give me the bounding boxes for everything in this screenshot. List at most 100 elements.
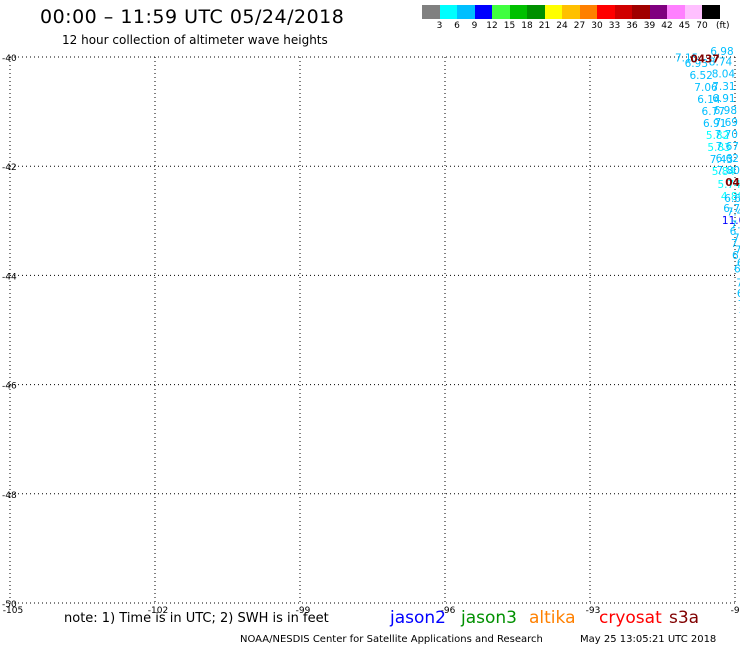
y-tick-label: -48 [2, 491, 17, 501]
data-point-label: 6.98 [714, 105, 737, 117]
data-point-label: 6.67 [724, 193, 740, 205]
data-point-label: 6.77 [702, 106, 725, 118]
scale-swatch [457, 5, 475, 19]
data-point-label: 7.06 [694, 82, 718, 94]
x-tick-label: -105 [3, 606, 23, 616]
footer-note: note: 1) Time is in UTC; 2) SWH is in fe… [64, 611, 329, 626]
x-tick-label: -96 [441, 606, 456, 616]
scale-swatch [684, 5, 702, 19]
data-point-label: 7.21 [739, 311, 740, 323]
data-point-label: 7.80 [717, 165, 740, 177]
scale-tick-label: 45 [678, 21, 691, 31]
scale-swatch [667, 5, 685, 19]
data-point-label: 6.85 [732, 250, 740, 262]
scale-tick-label: 9 [471, 21, 478, 31]
x-tick-label: -99 [296, 606, 311, 616]
scale-swatch [474, 5, 492, 19]
x-tick-label: -93 [586, 606, 601, 616]
data-point-label: 6.62 [716, 153, 739, 165]
data-point-label: 7.67 [716, 141, 739, 153]
scale-tick-label: 70 [696, 21, 708, 31]
data-point-label: 7.15 [675, 52, 698, 64]
scale-swatch [422, 5, 440, 19]
data-point-label: 7.43 [710, 154, 733, 166]
data-point-label: 5.82 [706, 130, 729, 142]
scale-tick-label: 12 [486, 21, 498, 31]
data-point-label: 4.89 [721, 191, 740, 203]
scale-swatch [632, 5, 650, 19]
data-point-label: 7.08 [733, 233, 740, 245]
data-point-label: 6.77 [723, 203, 740, 215]
data-point-label: 7.47 [731, 219, 740, 231]
y-tick-label: -40 [2, 54, 17, 64]
y-tick-label: -42 [2, 163, 17, 173]
scale-swatch [509, 5, 527, 19]
data-point-label: 5.83 [707, 142, 730, 154]
x-tick-label: -102 [148, 606, 168, 616]
data-point-label: 6.91 [703, 118, 726, 130]
data-point-label: 6.52 [689, 70, 712, 82]
scale-tick-label: 30 [591, 21, 603, 31]
data-point-label: 5.74 [718, 179, 740, 191]
data-point-label: 6.51 [734, 264, 740, 276]
scale-tick-label: 42 [661, 21, 673, 31]
data-point-label: 7.06 [735, 245, 740, 257]
chart-title: 00:00 – 11:59 UTC 05/24/2018 [40, 6, 345, 28]
data-point-label: 6.37 [737, 258, 740, 270]
legend-item-altika: altika [529, 608, 576, 628]
scale-swatch [492, 5, 510, 19]
scale-tick-label: 3 [436, 21, 443, 31]
legend-item-s3a: s3a [669, 608, 700, 628]
scale-tick-label: 33 [608, 21, 621, 31]
scale-swatch [527, 5, 545, 19]
chart-subtitle: 12 hour collection of altimeter wave hei… [62, 33, 328, 47]
scale-swatch [562, 5, 580, 19]
color-scale-unit: (ft) [716, 21, 730, 31]
legend-item-cryosat: cryosat [599, 608, 662, 628]
y-tick-label: -44 [2, 272, 17, 282]
data-point-label: 7.38 [738, 299, 740, 311]
data-point-label: 6.98 [710, 46, 733, 58]
y-tick-label: -46 [2, 382, 17, 392]
data-point-label: 6.61 [737, 288, 740, 300]
legend-item-jason3: jason3 [461, 608, 517, 628]
scale-swatch [702, 5, 720, 19]
data-point-label: 8.04 [712, 69, 736, 81]
credit-timestamp: May 25 13:05:21 UTC 2018 [580, 634, 717, 645]
data-point-label: 7.46 [727, 206, 740, 218]
data-point-label: 7.69 [715, 117, 738, 129]
scale-swatch [614, 5, 632, 19]
data-point-label: 6.93 [685, 58, 708, 70]
scale-tick-label: 36 [626, 21, 638, 31]
data-point-label: 6.91 [712, 93, 735, 105]
credit-agency: NOAA/NESDIS Center for Satellite Applica… [240, 634, 543, 645]
scale-tick-label: 6 [454, 21, 460, 31]
data-point-label: 6.14 [697, 94, 721, 106]
data-point-label: 11.07 [722, 215, 740, 227]
scale-tick-label: 21 [538, 21, 551, 31]
scale-tick-label: 18 [521, 21, 533, 31]
scale-tick-label: 15 [503, 21, 516, 31]
scale-swatch [597, 5, 615, 19]
scale-tick-label: 24 [556, 21, 568, 31]
y-tick-label: -50 [2, 600, 17, 610]
scale-tick-label: 39 [643, 21, 656, 31]
data-point-label: 7.50 [731, 238, 740, 250]
legend-item-jason2: jason2 [390, 608, 446, 628]
scale-tick-label: 27 [573, 21, 586, 31]
scale-swatch [439, 5, 457, 19]
color-scale-bar [422, 5, 720, 19]
scale-swatch [649, 5, 667, 19]
scale-swatch [544, 5, 562, 19]
scale-swatch [579, 5, 597, 19]
x-tick-label: -90 [731, 606, 740, 616]
data-point-label: 8.74 [709, 57, 733, 69]
data-point-label: 6.34 [730, 226, 740, 238]
data-point-label: 7.70 [715, 129, 738, 141]
data-point-label: 0437 [690, 53, 719, 65]
data-point-label: 0438 [725, 177, 740, 189]
color-scale-ticks: 3 6 9 12 15 18 21 24 27 30 33 36 39 42 45 70 [422, 21, 711, 31]
data-point-label: 5.84 [712, 166, 736, 178]
data-point-label: 7.26 [736, 277, 740, 289]
